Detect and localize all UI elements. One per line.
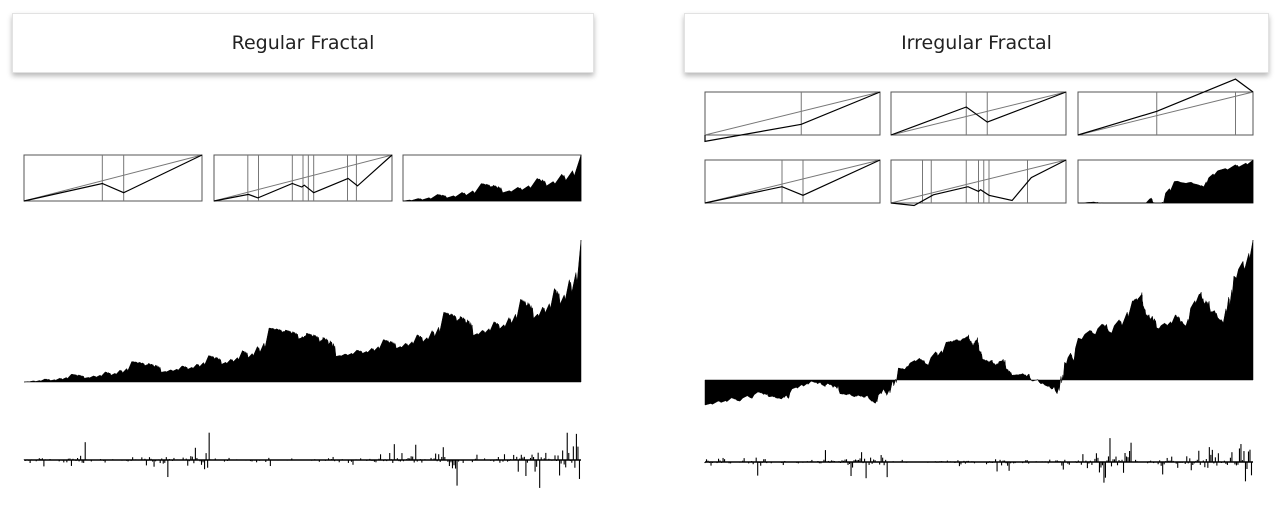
regular-generator-step-2 xyxy=(213,154,393,202)
irregular-generator-a xyxy=(704,91,881,143)
irregular-generator-step-1 xyxy=(704,159,881,204)
regular-generator-step-1 xyxy=(23,154,203,202)
regular-generator-step-1-diagonal xyxy=(23,154,203,202)
irregular-generator-step-1-diagonal xyxy=(704,159,881,204)
irregular-generator-c-diagonal xyxy=(1077,91,1254,136)
regular-generator-step-1-generator-line xyxy=(23,154,203,202)
irregular-generator-c xyxy=(1077,78,1254,136)
irregular-fractal-title: Irregular Fractal xyxy=(684,13,1269,73)
regular-generator-step-3-fill xyxy=(402,154,582,202)
irregular-generator-b-generator-line xyxy=(890,91,1067,136)
irregular-generator-step-2-generator-line xyxy=(890,159,1067,207)
irregular-generator-b xyxy=(890,91,1067,136)
irregular-generator-a-generator-line xyxy=(704,91,881,143)
regular-generator-step-2-generator-line xyxy=(213,154,393,202)
irregular-generator-c-generator-line xyxy=(1077,78,1254,136)
irregular-generator-step-2 xyxy=(890,159,1067,207)
irregular-generator-b-diagonal xyxy=(890,91,1067,136)
irregular-fractal-curve xyxy=(704,239,1254,406)
irregular-generator-step-3-fill xyxy=(1078,159,1254,204)
regular-fractal-title: Regular Fractal xyxy=(12,13,594,73)
regular-fractal-curve xyxy=(23,239,582,383)
regular-fractal-increments xyxy=(23,432,581,488)
irregular-generator-step-1-generator-line xyxy=(704,159,881,204)
irregular-generator-a-diagonal xyxy=(704,91,881,136)
irregular-fractal-increments xyxy=(704,438,1253,483)
